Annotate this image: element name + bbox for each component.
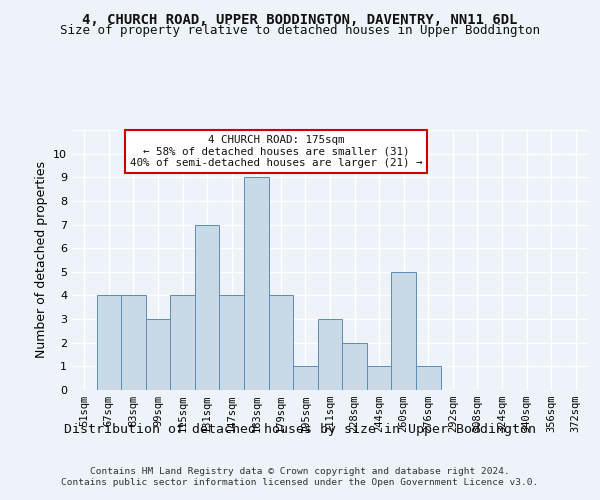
Bar bbox=[269, 296, 293, 390]
Text: Size of property relative to detached houses in Upper Boddington: Size of property relative to detached ho… bbox=[60, 24, 540, 37]
Bar bbox=[220, 296, 244, 390]
Bar bbox=[416, 366, 440, 390]
Text: Distribution of detached houses by size in Upper Boddington: Distribution of detached houses by size … bbox=[64, 422, 536, 436]
Bar bbox=[342, 342, 367, 390]
Bar bbox=[318, 319, 342, 390]
Text: 4, CHURCH ROAD, UPPER BODDINGTON, DAVENTRY, NN11 6DL: 4, CHURCH ROAD, UPPER BODDINGTON, DAVENT… bbox=[82, 12, 518, 26]
Y-axis label: Number of detached properties: Number of detached properties bbox=[35, 162, 47, 358]
Bar bbox=[170, 296, 195, 390]
Text: 4 CHURCH ROAD: 175sqm
← 58% of detached houses are smaller (31)
40% of semi-deta: 4 CHURCH ROAD: 175sqm ← 58% of detached … bbox=[130, 135, 422, 168]
Bar bbox=[391, 272, 416, 390]
Bar bbox=[293, 366, 318, 390]
Bar bbox=[121, 296, 146, 390]
Bar bbox=[146, 319, 170, 390]
Bar bbox=[195, 224, 220, 390]
Bar bbox=[97, 296, 121, 390]
Bar bbox=[367, 366, 391, 390]
Text: Contains HM Land Registry data © Crown copyright and database right 2024.: Contains HM Land Registry data © Crown c… bbox=[90, 467, 510, 476]
Text: Contains public sector information licensed under the Open Government Licence v3: Contains public sector information licen… bbox=[61, 478, 539, 487]
Bar bbox=[244, 178, 269, 390]
